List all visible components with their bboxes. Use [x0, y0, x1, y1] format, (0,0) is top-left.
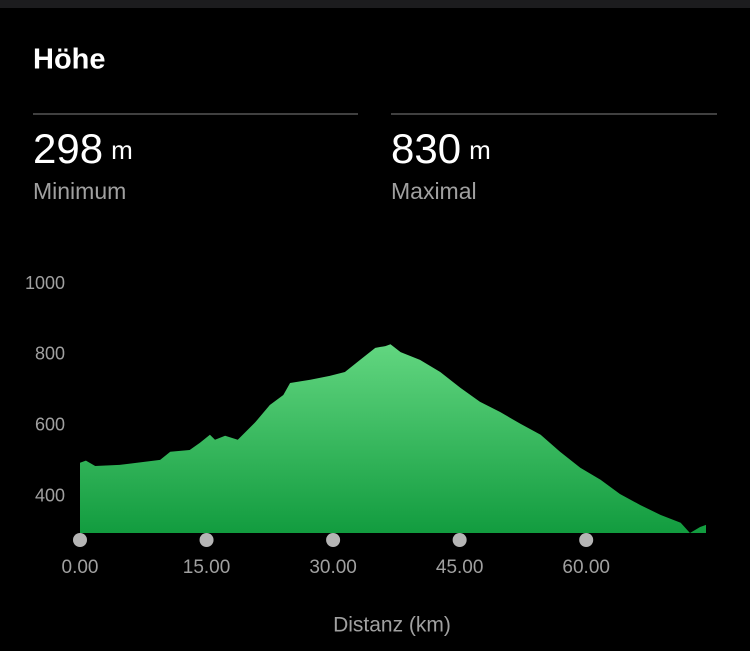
x-axis-label: Distanz (km): [333, 614, 451, 637]
x-tick-label: 60.00: [562, 557, 610, 578]
y-tick-label: 600: [35, 415, 65, 435]
x-tick-label: 30.00: [309, 557, 357, 578]
top-bar: [0, 0, 750, 8]
x-tick-dot: [452, 533, 467, 547]
stat-value: 830 m: [391, 125, 491, 172]
stat-unit: m: [469, 135, 491, 165]
x-tick-label: 45.00: [436, 557, 484, 578]
x-tick-label: 15.00: [183, 557, 231, 578]
x-tick-dot: [73, 533, 87, 547]
stat-label: Minimum: [33, 178, 126, 204]
stat-unit: m: [111, 135, 133, 165]
stat-label: Maximal: [391, 178, 477, 204]
stat-value: 298 m: [33, 125, 133, 172]
x-tick-dot: [199, 533, 214, 547]
x-tick-label: 0.00: [62, 557, 99, 578]
title: Höhe: [33, 44, 106, 76]
stat-number: 298: [33, 125, 103, 172]
elevation-area: [80, 344, 706, 533]
y-tick-label: 400: [35, 486, 65, 506]
y-tick-label: 800: [35, 344, 65, 364]
x-tick-dot: [326, 533, 341, 547]
stat-number: 830: [391, 125, 461, 172]
x-tick-dot: [579, 533, 594, 547]
y-tick-label: 1000: [25, 273, 65, 293]
